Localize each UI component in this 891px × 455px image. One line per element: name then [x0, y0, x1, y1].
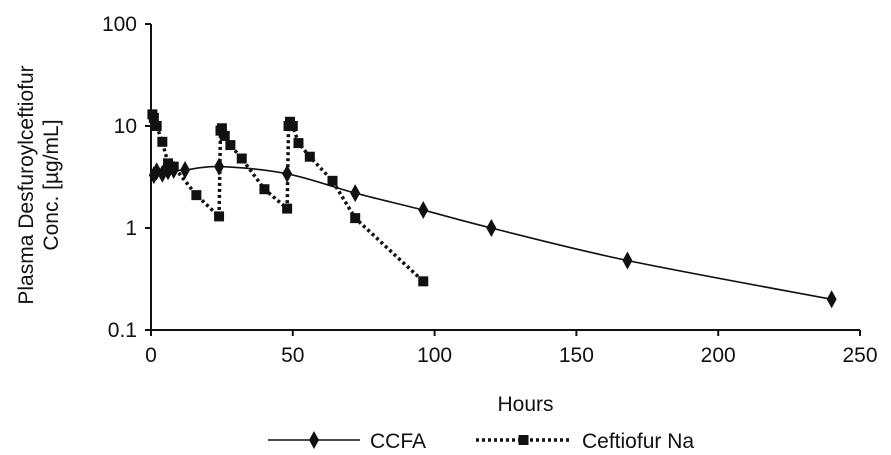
legend-item-ccfa: CCFA [268, 430, 426, 453]
data-point-ceftiofur-na [191, 190, 202, 201]
data-point-ceftiofur-na [293, 138, 304, 149]
x-tick-label: 250 [842, 344, 877, 367]
y-tick-label: 1 [125, 217, 137, 240]
legend-marker-shape [309, 431, 319, 449]
data-point-ceftiofur-na [157, 136, 168, 147]
data-point-ceftiofur-na [216, 123, 227, 134]
data-point-ceftiofur-na [148, 112, 159, 123]
y-tick-label: 10 [114, 115, 137, 138]
data-point-ceftiofur-na [327, 175, 338, 186]
x-tick-label: 50 [281, 344, 304, 367]
x-axis-label: Hours [497, 393, 553, 416]
data-point-ceftiofur-na [163, 158, 174, 169]
x-tick-label: 100 [417, 344, 452, 367]
data-point-ccfa [350, 184, 361, 203]
data-point-ceftiofur-na [168, 161, 179, 172]
data-point-ceftiofur-na [225, 140, 236, 151]
data-point-ccfa [282, 164, 293, 183]
y-axis-label-line-1: Plasma Desfuroylceftiofur [15, 65, 38, 304]
legend-marker-ccfa [309, 431, 319, 449]
data-point-ccfa [180, 161, 191, 180]
legend-label-ceftiofur-na: Ceftiofur Na [582, 430, 694, 453]
ticks: 0.1 1 10 100 0 50 100 150 200 250 [102, 13, 878, 367]
x-tick-label: 0 [145, 344, 157, 367]
data-point-ccfa [486, 219, 497, 237]
data-point-ceftiofur-na [350, 213, 361, 224]
x-tick-label: 200 [701, 344, 736, 367]
data-point-ccfa [418, 201, 429, 220]
legend: CCFA Ceftiofur Na [268, 430, 694, 453]
data-point-ceftiofur-na [259, 184, 270, 195]
data-point-ceftiofur-na [418, 276, 429, 287]
y-axis-label-line-2: Conc. [µg/mL] [40, 119, 63, 250]
y-axis-label: Plasma Desfuroylceftiofur Conc. [µg/mL] [15, 65, 63, 304]
data-point-ccfa [622, 251, 633, 270]
data-point-ceftiofur-na [236, 153, 247, 164]
x-tick-label: 150 [559, 344, 594, 367]
y-tick-label: 100 [102, 13, 137, 36]
series-layer [147, 109, 837, 309]
y-tick-label: 0.1 [108, 319, 137, 342]
data-point-ceftiofur-na [304, 151, 315, 162]
legend-marker-ceftiofur-na [518, 435, 529, 445]
data-point-ceftiofur-na [282, 203, 293, 214]
legend-marker-shape [518, 435, 529, 445]
series-ccfa [148, 157, 837, 309]
series-ceftiofur-na [147, 109, 429, 287]
data-point-ceftiofur-na [287, 121, 298, 131]
data-point-ceftiofur-na [214, 211, 225, 222]
data-point-ceftiofur-na [151, 121, 162, 131]
data-point-ccfa [826, 290, 837, 309]
legend-label-ccfa: CCFA [370, 430, 426, 453]
legend-item-ceftiofur-na: Ceftiofur Na [476, 430, 694, 453]
data-point-ceftiofur-na [219, 130, 230, 141]
